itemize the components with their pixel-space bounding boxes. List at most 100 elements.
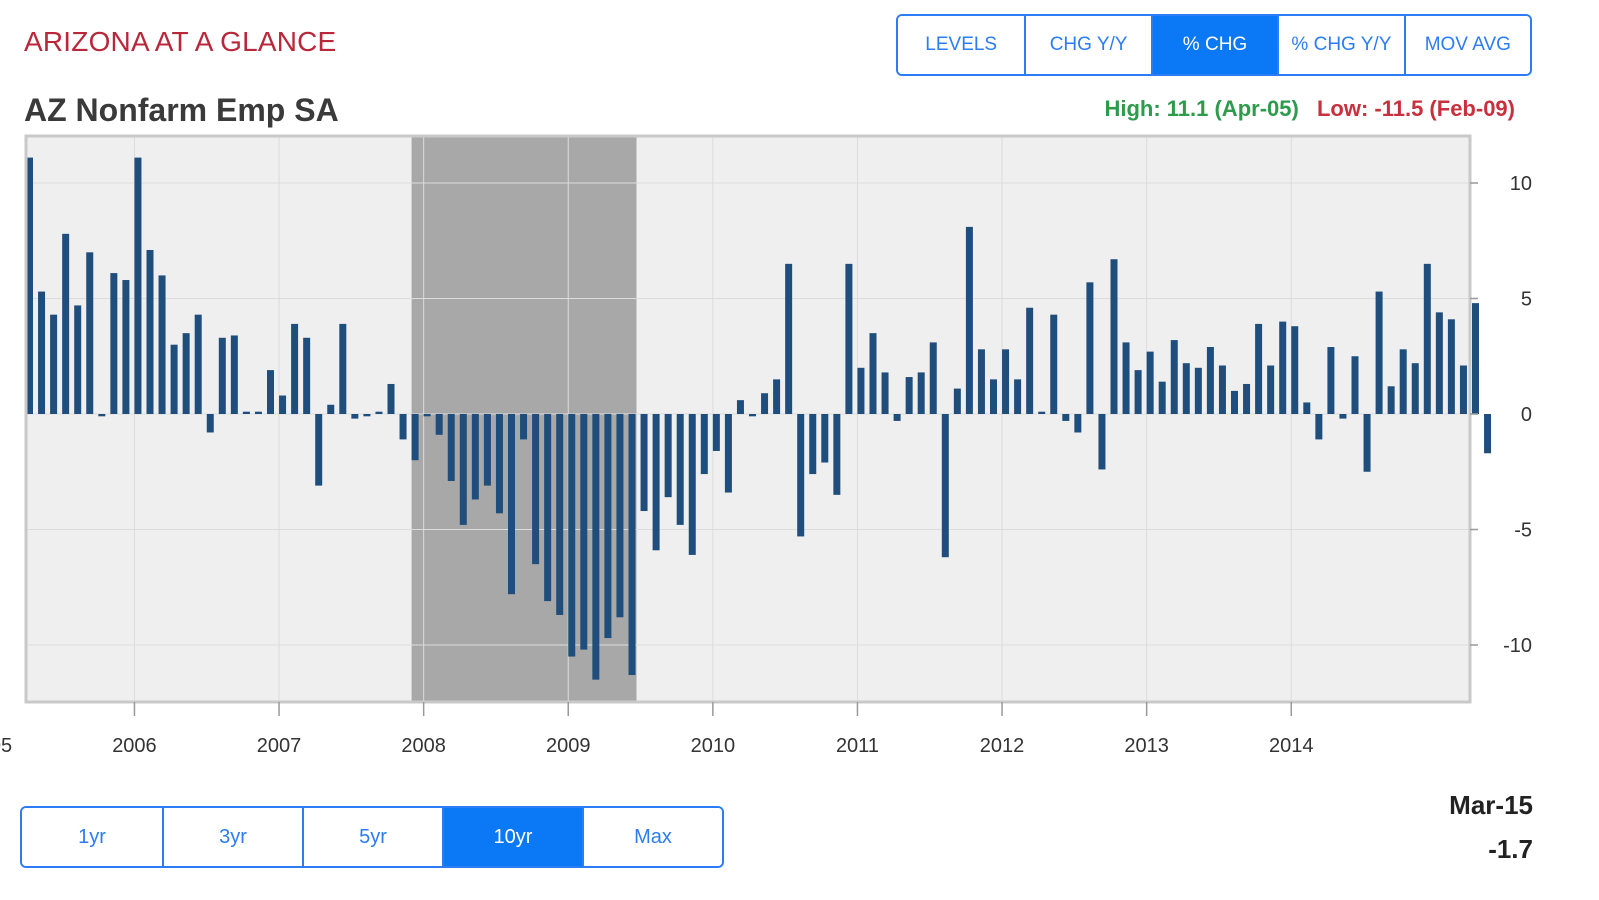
bar [1243, 383, 1251, 414]
x-axis: 2005 2006 2007 2008 2009 2010 2011 2012 2013 2014 [0, 702, 1314, 757]
bar [652, 414, 660, 551]
bar [640, 414, 648, 512]
plot-area [26, 136, 1470, 702]
bar [520, 414, 528, 440]
bar [1303, 402, 1311, 414]
x-tick-label: 2014 [1269, 735, 1314, 757]
bar [351, 414, 359, 419]
mode-pct-chg-yy-button[interactable]: % CHG Y/Y [1277, 16, 1404, 74]
bar [122, 280, 130, 414]
bar [1134, 370, 1142, 414]
low-value: Low: -11.5 (Feb-09) [1316, 96, 1515, 121]
bar [1435, 312, 1443, 414]
bar [1218, 365, 1226, 414]
series-title: AZ Nonfarm Emp SA [24, 92, 339, 128]
bar [544, 414, 552, 602]
bar [1255, 323, 1263, 414]
bar [833, 414, 841, 495]
bar [604, 414, 612, 639]
bar [1472, 303, 1479, 414]
bar [1086, 282, 1094, 414]
bar [532, 414, 540, 565]
x-tick-label: 2010 [691, 735, 736, 757]
mode-levels-button[interactable]: LEVELS [898, 16, 1025, 74]
bar [616, 414, 624, 618]
bar [688, 414, 696, 555]
range-3yr-button[interactable]: 3yr [161, 808, 302, 866]
bar [435, 414, 443, 435]
bar [1038, 411, 1046, 414]
bar [1411, 363, 1419, 414]
y-tick-label: 5 [1521, 289, 1532, 311]
y-tick-label: -10 [1503, 635, 1532, 657]
bar [327, 404, 335, 414]
y-tick-label: 0 [1521, 404, 1532, 426]
bar [1351, 356, 1359, 414]
mode-chg-yy-button[interactable]: CHG Y/Y [1024, 16, 1151, 74]
bar [279, 395, 287, 414]
bar [1170, 340, 1178, 414]
x-tick-label: 2011 [836, 735, 879, 757]
bar [375, 411, 383, 414]
bar [1014, 379, 1022, 414]
bar [26, 157, 33, 414]
bar [1062, 414, 1070, 421]
bar [990, 379, 997, 414]
bar [1387, 386, 1395, 414]
bar [881, 372, 889, 414]
bar [628, 414, 636, 676]
range-max-button[interactable]: Max [581, 808, 722, 866]
bar [797, 414, 805, 537]
bar [736, 400, 744, 414]
plot-border [24, 134, 1472, 704]
bar [303, 337, 311, 414]
x-tick-label: 2008 [401, 735, 446, 757]
bar [230, 335, 238, 414]
bar [182, 333, 190, 414]
x-tick-label: 2005 [0, 735, 12, 757]
bar [556, 414, 564, 615]
bar [74, 305, 82, 414]
bar [700, 414, 708, 475]
bar [495, 414, 503, 514]
bar [1146, 351, 1154, 414]
bar [363, 414, 371, 417]
bar [411, 414, 419, 461]
latest-date: Mar-15 [1449, 790, 1533, 820]
bar [1050, 314, 1058, 414]
bar [1423, 263, 1431, 414]
bar [917, 372, 925, 414]
mode-mov-avg-button[interactable]: MOV AVG [1403, 16, 1530, 74]
bar [761, 393, 769, 414]
bar [1484, 414, 1492, 454]
bar [929, 342, 937, 414]
range-1yr-button[interactable]: 1yr [22, 808, 162, 866]
bar [459, 414, 467, 525]
bar [977, 349, 985, 414]
bar [194, 314, 202, 414]
bar [134, 157, 142, 414]
x-tick-label: 2009 [546, 735, 591, 757]
bar [1339, 414, 1347, 419]
range-5yr-button[interactable]: 5yr [301, 808, 442, 866]
range-10yr-button[interactable]: 10yr [441, 808, 582, 866]
bar [749, 414, 756, 417]
bar [50, 314, 58, 414]
bar [568, 414, 576, 657]
bar [1110, 259, 1118, 414]
bar [869, 333, 877, 414]
y-tick-label: 10 [1510, 173, 1532, 195]
bar [218, 337, 226, 414]
bars [26, 157, 1492, 680]
mode-pct-chg-button[interactable]: % CHG [1150, 16, 1278, 74]
range-selector: 1yr 3yr 5yr 10yr Max [20, 806, 724, 868]
bar [399, 414, 407, 440]
latest-value: -1.7 [1488, 834, 1533, 864]
bar [110, 273, 118, 414]
bar [941, 414, 949, 558]
bar [38, 291, 46, 414]
bar [893, 414, 901, 421]
bar [206, 414, 214, 433]
bar [1182, 363, 1190, 414]
